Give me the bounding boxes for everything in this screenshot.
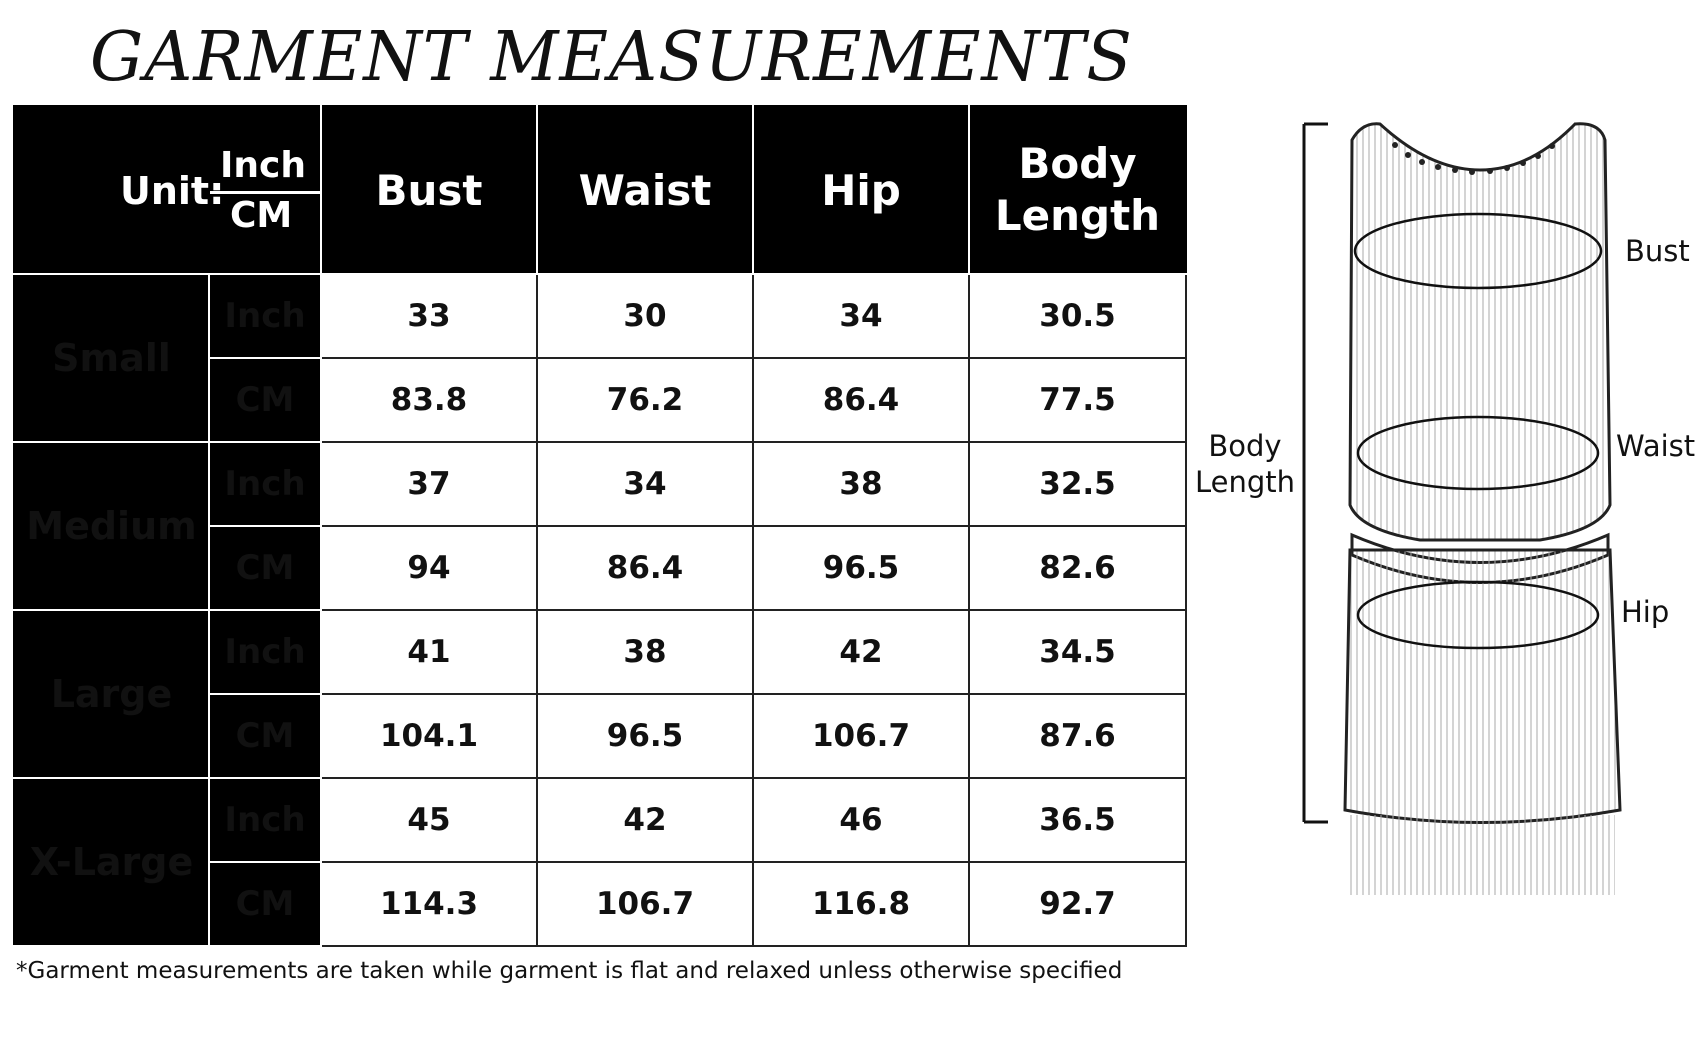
cell-bust: 83.8 [320,357,538,443]
cell-waist: 86.4 [536,525,754,611]
footnote: *Garment measurements are taken while ga… [16,958,1123,984]
cell-hip: 116.8 [752,861,970,947]
cell-body-length: 92.7 [968,861,1187,947]
cell-bust: 114.3 [320,861,538,947]
table-row: Large Inch 41 38 42 34.5 [13,609,1187,779]
body-length-label: Body Length [1194,429,1296,500]
column-header-body-length: Body Length [968,105,1187,275]
column-header-hip: Hip [752,105,970,275]
cell-hip: 38 [752,441,970,527]
cell-waist: 34 [536,441,754,527]
cell-waist: 38 [536,609,754,695]
size-label: Medium [13,441,210,611]
unit-label-cell: Inch [208,609,322,695]
unit-label-cell: Inch [208,441,322,527]
waist-ellipse [1356,415,1600,491]
unit-divider [210,191,320,194]
unit-inch: Inch [220,145,306,186]
cell-waist: 96.5 [536,693,754,779]
unit-label-cell: CM [208,861,322,947]
neckline-beads [1392,142,1555,175]
unit-label-cell: CM [208,693,322,779]
unit-label-cell: CM [208,357,322,443]
table-row: CM 83.8 76.2 86.4 77.5 [14,357,1187,443]
size-label: Large [13,609,210,779]
cell-hip: 46 [752,777,970,863]
bust-ellipse [1353,212,1603,290]
cell-bust: 41 [320,609,538,695]
cell-bust: 104.1 [320,693,538,779]
cell-hip: 42 [752,609,970,695]
dress-illustration [1302,122,1622,895]
cell-hip: 34 [752,273,970,359]
hem-fringe [1350,815,1615,895]
unit-label-cell: CM [208,525,322,611]
hip-label: Hip [1621,595,1670,629]
column-header-bust: Bust [320,105,538,275]
cell-body-length: 30.5 [968,273,1187,359]
waist-label: Waist [1616,429,1696,463]
unit-cm: CM [230,195,293,236]
bust-label: Bust [1625,234,1690,268]
cell-body-length: 34.5 [968,609,1187,695]
cell-body-length: 36.5 [968,777,1187,863]
cell-hip: 106.7 [752,693,970,779]
cell-body-length: 32.5 [968,441,1187,527]
cell-hip: 86.4 [752,357,970,443]
size-label: Small [13,273,210,443]
size-label: X-Large [13,777,210,947]
cell-waist: 76.2 [536,357,754,443]
body-length-bracket [1302,122,1328,824]
body-length-text: Body Length [994,138,1161,241]
table-row: CM 114.3 106.7 116.8 92.7 [14,861,1187,947]
table-row: Small Inch 33 30 34 30.5 [13,273,1187,443]
bodice-outline [1348,122,1612,542]
unit-label: Unit: [120,169,225,213]
unit-label-cell: Inch [208,273,322,359]
garment-diagram: Bust Waist Hip Body Length [1180,110,1700,944]
header-row: Unit: Inch CM Bust Waist Hip Body Length [13,105,1187,275]
cell-waist: 42 [536,777,754,863]
column-header-waist: Waist [536,105,754,275]
cell-bust: 33 [320,273,538,359]
unit-header: Unit: Inch CM [13,105,322,275]
cell-body-length: 87.6 [968,693,1187,779]
cell-body-length: 82.6 [968,525,1187,611]
cell-waist: 30 [536,273,754,359]
size-chart-table: Unit: Inch CM Bust Waist Hip Body Length… [13,105,1187,947]
cell-hip: 96.5 [752,525,970,611]
page-title: GARMENT MEASUREMENTS [90,18,1133,97]
table-row: CM 104.1 96.5 106.7 87.6 [14,693,1187,779]
table-row: X-Large Inch 45 42 46 36.5 [13,777,1187,947]
cell-bust: 94 [320,525,538,611]
hip-ellipse [1356,580,1600,650]
table-row: CM 94 86.4 96.5 82.6 [14,525,1187,611]
table-row: Medium Inch 37 34 38 32.5 [13,441,1187,611]
skirt-outline [1343,548,1622,824]
cell-bust: 37 [320,441,538,527]
cell-waist: 106.7 [536,861,754,947]
cell-body-length: 77.5 [968,357,1187,443]
cell-bust: 45 [320,777,538,863]
unit-label-cell: Inch [208,777,322,863]
